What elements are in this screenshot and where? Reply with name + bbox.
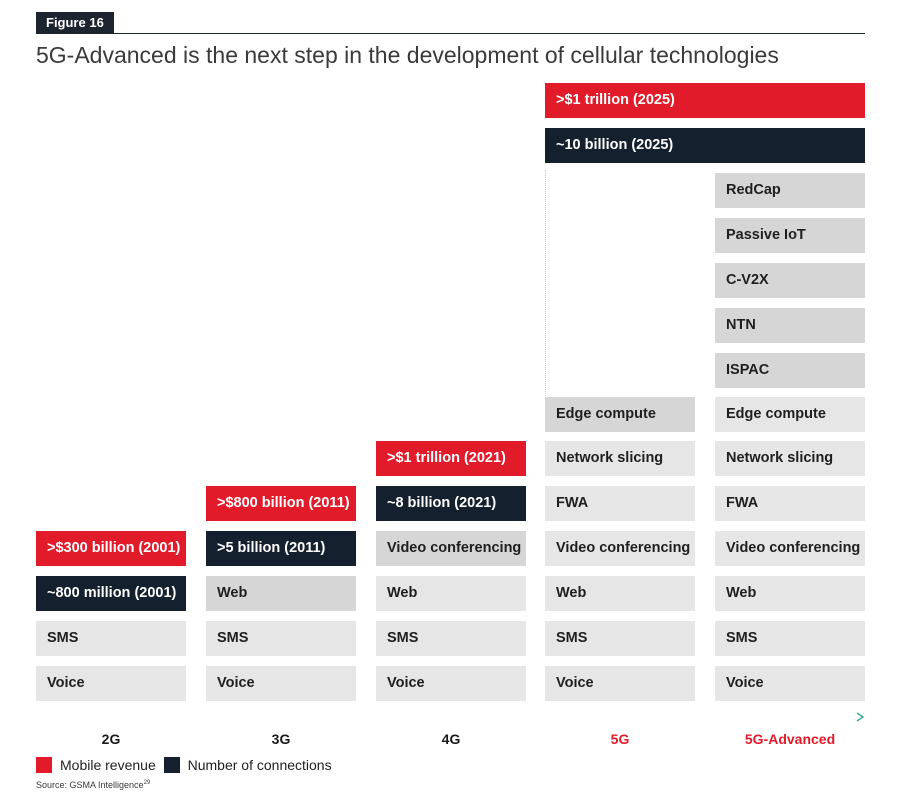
service-box-5ga-voice: Voice <box>715 666 865 701</box>
legend-label-revenue: Mobile revenue <box>60 757 156 773</box>
header-rule <box>36 33 865 34</box>
figure-label: Figure 16 <box>36 12 114 33</box>
legend-swatch-connections <box>163 757 180 773</box>
xlabel-2g: 2G <box>101 731 121 747</box>
service-box-5ga-edge-compute: Edge compute <box>715 397 865 432</box>
connections-box-2g: ~800 million (2001) <box>36 576 186 611</box>
service-box-5g-video-conferencing: Video conferencing <box>545 531 695 566</box>
service-box-5ga-ntn: NTN <box>715 308 865 343</box>
xlabel-5g: 5G <box>610 731 630 747</box>
connections-box-5g: ~10 billion (2025) <box>545 128 865 163</box>
source-footnote: 29 <box>143 780 151 786</box>
service-box-3g-voice: Voice <box>206 666 356 701</box>
service-box-5ga-c-v2x: C-V2X <box>715 263 865 298</box>
service-box-5ga-ispac: ISPAC <box>715 353 865 388</box>
service-box-5g-fwa: FWA <box>545 486 695 521</box>
revenue-box-4g: >$1 trillion (2021) <box>376 441 526 476</box>
dotted-guide <box>545 170 546 396</box>
service-box-5ga-video-conferencing: Video conferencing <box>715 531 865 566</box>
service-box-5ga-fwa: FWA <box>715 486 865 521</box>
service-box-4g-web: Web <box>376 576 526 611</box>
service-box-3g-sms: SMS <box>206 621 356 656</box>
legend-label-connections: Number of connections <box>187 757 332 773</box>
source-text: Source: GSMA Intelligence <box>36 780 144 790</box>
legend-item-revenue: Mobile revenue <box>36 757 156 773</box>
service-box-5ga-sms: SMS <box>715 621 865 656</box>
service-box-5g-voice: Voice <box>545 666 695 701</box>
connections-box-4g: ~8 billion (2021) <box>376 486 526 521</box>
service-box-5ga-passive-iot: Passive IoT <box>715 218 865 253</box>
legend-item-connections: Number of connections <box>163 757 332 773</box>
service-box-5g-web: Web <box>545 576 695 611</box>
xlabel-4g: 4G <box>441 731 461 747</box>
service-box-4g-video-conferencing: Video conferencing <box>376 531 526 566</box>
service-box-2g-sms: SMS <box>36 621 186 656</box>
service-box-4g-sms: SMS <box>376 621 526 656</box>
service-box-5ga-network-slicing: Network slicing <box>715 441 865 476</box>
revenue-box-5g: >$1 trillion (2025) <box>545 83 865 118</box>
service-box-4g-voice: Voice <box>376 666 526 701</box>
service-box-5ga-web: Web <box>715 576 865 611</box>
legend: Mobile revenue Number of connections <box>36 757 336 773</box>
service-box-2g-voice: Voice <box>36 666 186 701</box>
service-box-5g-network-slicing: Network slicing <box>545 441 695 476</box>
revenue-box-3g: >$800 billion (2011) <box>206 486 356 521</box>
revenue-box-2g: >$300 billion (2001) <box>36 531 186 566</box>
xlabel-5g-advanced: 5G-Advanced <box>744 731 836 747</box>
page-title: 5G-Advanced is the next step in the deve… <box>36 42 779 68</box>
legend-swatch-revenue <box>36 757 52 773</box>
service-box-5g-sms: SMS <box>545 621 695 656</box>
timeline-arrow <box>36 712 865 722</box>
service-box-3g-web: Web <box>206 576 356 611</box>
connections-box-3g: >5 billion (2011) <box>206 531 356 566</box>
service-box-5g-edge-compute: Edge compute <box>545 397 695 432</box>
xlabel-3g: 3G <box>271 731 291 747</box>
service-box-5ga-redcap: RedCap <box>715 173 865 208</box>
source-note: Source: GSMA Intelligence29 <box>36 780 150 790</box>
